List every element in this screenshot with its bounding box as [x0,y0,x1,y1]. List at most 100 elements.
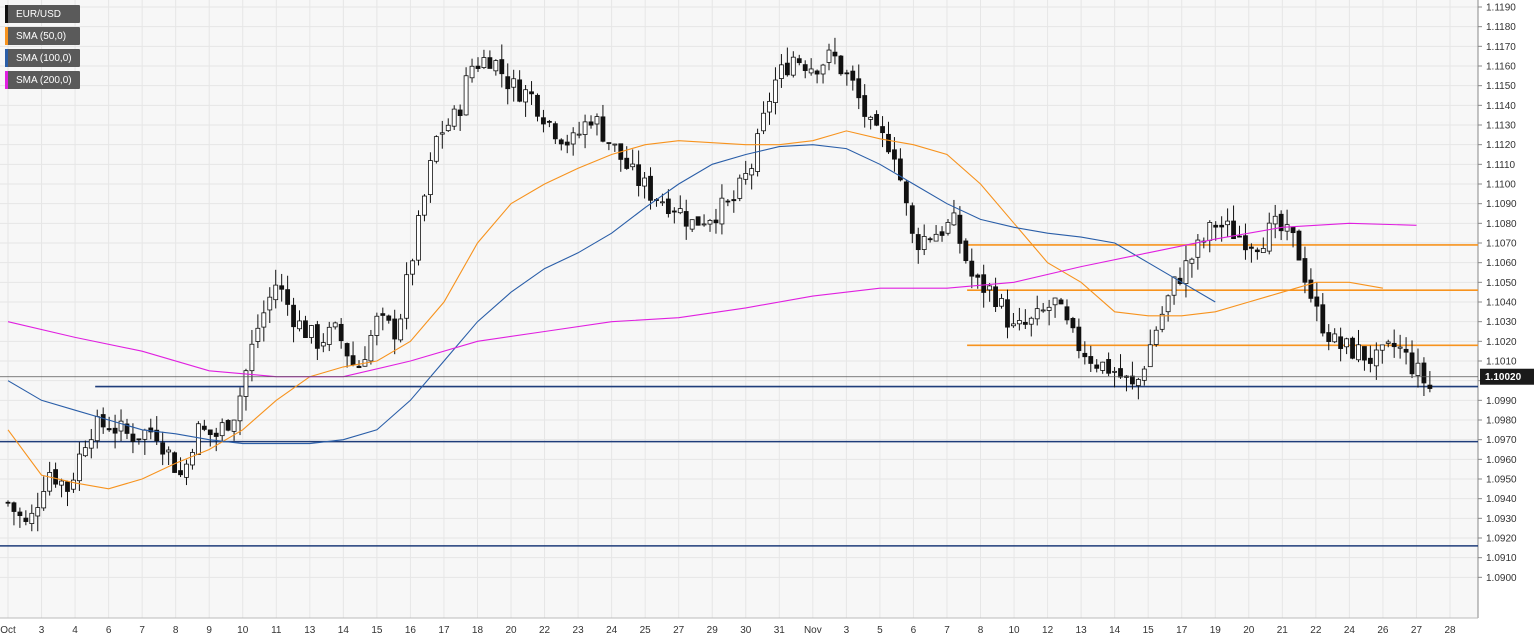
candle-body [130,433,136,442]
candle-body [303,320,308,339]
candle-body [148,427,154,433]
x-tick-label: 14 [338,625,350,636]
x-tick-label: Nov [804,625,822,636]
candle-body [1385,341,1391,344]
candle-body [291,304,296,328]
x-tick-label: 22 [1310,625,1322,636]
candle-body [511,78,517,88]
candle-body [178,470,183,476]
candle-body [1153,329,1159,345]
candle-body [523,89,528,103]
x-tick-label: 20 [1243,625,1255,636]
candle-body [207,429,213,435]
x-tick-label: 10 [237,625,249,636]
x-tick-label: 18 [472,625,484,636]
candle-body [707,219,713,225]
candle-body [832,51,838,57]
x-tick-label: 27 [673,625,685,636]
y-tick-label: 1.1180 [1486,22,1516,33]
legend-item[interactable]: SMA (200,0) [5,71,80,89]
candle-body [1260,248,1266,254]
candle-body [1183,260,1189,285]
candle-body [326,326,332,345]
candle-body [433,136,439,162]
candle-body [1350,337,1355,359]
y-tick-label: 1.0920 [1486,534,1517,545]
candle-body [160,442,166,455]
candle-body [1135,379,1141,386]
candle-body [1165,295,1171,313]
x-tick-label: 27 [1411,625,1423,636]
x-tick-label: 17 [1176,625,1188,636]
x-tick-label: 14 [1109,625,1121,636]
candle-body [874,114,879,126]
sma-line [7,222,1417,378]
candle-body [695,216,701,226]
candle-body [713,219,719,224]
x-tick-label: 24 [606,625,618,636]
candle-body [802,64,808,71]
candle-body [1207,222,1213,241]
candle-body [1106,359,1112,374]
candle-body [606,142,612,144]
candle-body [261,312,267,328]
candle-body [892,149,897,160]
candle-body [1391,342,1397,348]
candle-body [398,318,404,341]
candle-body [332,322,338,328]
candle-body [957,214,963,244]
candle-body [65,481,70,492]
x-tick-label: 10 [1008,625,1020,636]
candle-body [255,327,261,342]
candle-body [94,416,100,442]
candle-body [350,355,356,366]
candle-body [660,201,665,204]
candle-body [451,108,457,127]
candle-body [285,289,291,305]
candle-body [761,112,766,132]
sma-line [7,144,1216,445]
x-tick-label: 24 [1344,625,1356,636]
candle-body [374,315,380,336]
candle-body [1397,346,1403,349]
candle-body [297,320,302,330]
candle-body [796,58,802,64]
candle-body [1421,362,1427,384]
candle-body [671,210,677,213]
candle-body [439,132,445,135]
x-tick-label: 31 [774,625,786,636]
legend-item[interactable]: SMA (100,0) [5,49,80,67]
candle-body [1141,368,1147,381]
candle-body [1296,230,1302,261]
legend-swatch [5,49,8,67]
candle-body [1231,220,1236,240]
candle-body [933,233,939,242]
candle-body [392,318,398,340]
legend-swatch [5,5,8,23]
candle-body [1112,370,1117,373]
x-tick-label: 26 [1377,625,1389,636]
candle-body [993,286,998,308]
x-tick-label: 28 [1444,625,1456,636]
candle-body [1034,308,1040,320]
legend-label: SMA (100,0) [16,52,72,64]
y-tick-label: 1.1040 [1486,298,1517,309]
candle-body [1272,215,1278,225]
legend-item[interactable]: SMA (50,0) [5,27,80,45]
candle-body [136,438,142,441]
candle-body [779,64,784,79]
candle-body [29,512,35,524]
candle-body [243,370,249,397]
candle-body [909,205,915,234]
candle-body [880,126,885,134]
candle-body [665,198,671,215]
candle-body [493,60,499,72]
candle-body [987,285,993,291]
legend-label: SMA (50,0) [16,30,67,42]
candle-body [612,143,618,146]
legend-item[interactable]: EUR/USD [5,5,80,23]
y-tick-label: 1.1080 [1486,219,1517,230]
candle-body [76,453,82,482]
candle-body [1052,297,1058,306]
candle-body [1011,323,1016,327]
